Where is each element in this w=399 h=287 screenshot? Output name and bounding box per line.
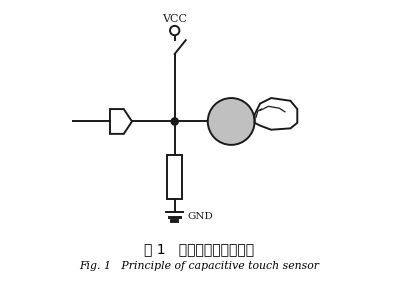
- Circle shape: [208, 98, 255, 145]
- Text: GND: GND: [187, 212, 213, 221]
- Circle shape: [171, 118, 178, 125]
- Text: Fig. 1   Principle of capacitive touch sensor: Fig. 1 Principle of capacitive touch sen…: [79, 261, 320, 271]
- Text: 图 1   电容式触摸按键原理: 图 1 电容式触摸按键原理: [144, 243, 255, 257]
- Bar: [167, 154, 182, 199]
- Text: VCC: VCC: [162, 14, 187, 24]
- Circle shape: [170, 26, 180, 35]
